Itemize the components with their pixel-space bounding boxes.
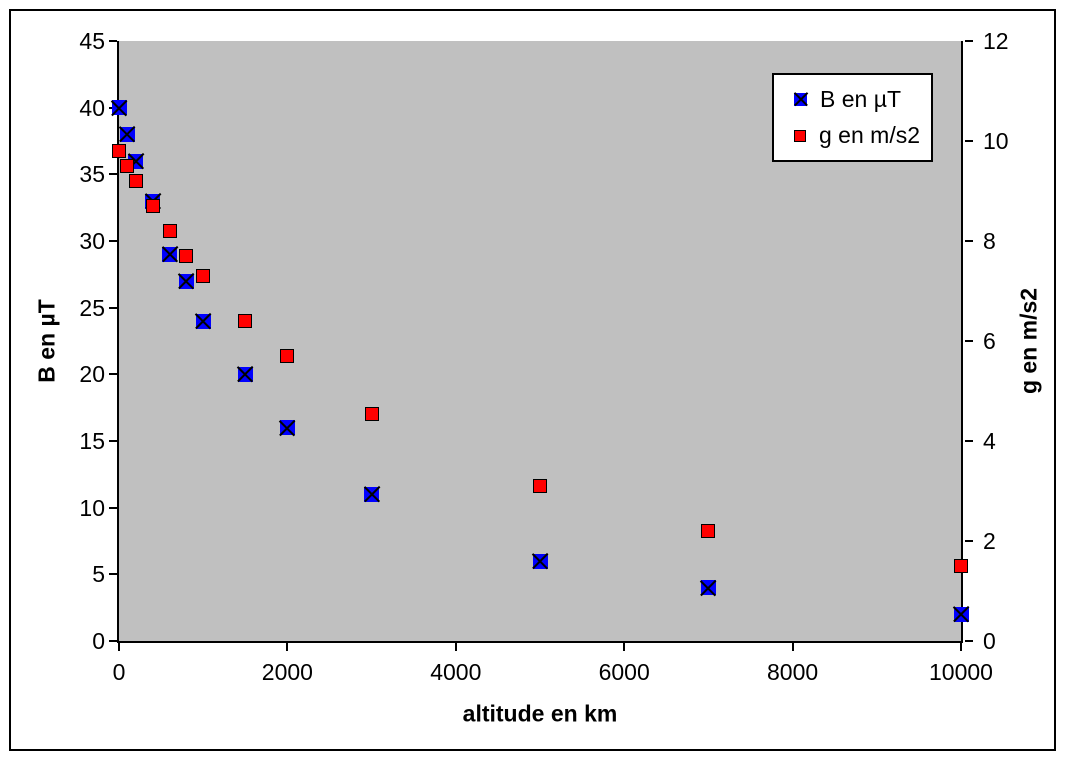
- y-axis-right-tick: [965, 640, 973, 642]
- y-axis-left-tick-label: 5: [92, 561, 105, 588]
- data-point-b: [195, 313, 211, 329]
- y-axis-right-tick: [965, 340, 973, 342]
- legend-label-b: B en µT: [820, 85, 902, 112]
- x-axis-tick: [960, 643, 962, 651]
- y-axis-left-tick-label: 0: [92, 628, 105, 654]
- x-axis-tick: [791, 643, 794, 651]
- y-axis-left-tick: [109, 640, 117, 642]
- data-point-g: [120, 159, 135, 173]
- data-point-g: [162, 224, 177, 238]
- data-point-g: [128, 174, 143, 188]
- y-axis-left-tick: [109, 173, 117, 176]
- legend-square-x-marker-icon: [794, 92, 807, 106]
- y-axis-left-tick-label: 20: [79, 361, 105, 388]
- chart-border: [9, 9, 1056, 751]
- x-axis-tick-label: 8000: [767, 659, 819, 685]
- data-point-b: [364, 486, 380, 502]
- data-point-g: [533, 479, 547, 493]
- y-axis-right-tick: [965, 240, 973, 242]
- y-axis-right-tick: [965, 440, 973, 442]
- y-axis-right-tick: [965, 40, 973, 42]
- y-axis-left-tick: [109, 573, 117, 576]
- y-axis-right-title: g en m/s2: [1015, 287, 1042, 395]
- x-axis-tick-label: 10000: [929, 659, 993, 685]
- legend-entry-b: B en µT: [794, 85, 931, 112]
- y-axis-left-tick: [109, 240, 117, 242]
- y-axis-left-tick-label: 10: [79, 494, 105, 521]
- data-point-g: [364, 406, 379, 421]
- data-point-b: [532, 553, 548, 569]
- y-axis-left-tick-label: 15: [79, 428, 105, 454]
- y-axis-right-tick-label: 0: [983, 628, 996, 654]
- y-axis-left-tick: [109, 373, 117, 376]
- y-axis-right-tick-label: 8: [983, 228, 996, 254]
- x-axis-tick-label: 0: [112, 659, 126, 685]
- data-point-g: [238, 314, 253, 328]
- legend-label-g: g en m/s2: [819, 122, 920, 149]
- y-axis-right-tick-label: 6: [983, 328, 996, 354]
- y-axis-left-tick: [109, 506, 117, 509]
- y-axis-left-tick: [109, 40, 117, 42]
- data-point-g: [954, 559, 968, 573]
- legend-entry-g: g en m/s2: [794, 124, 931, 147]
- x-axis-tick-label: 4000: [430, 659, 482, 685]
- y-axis-right-tick-label: 10: [983, 128, 1009, 154]
- data-point-b: [111, 100, 127, 116]
- y-axis-left-tick-label: 45: [79, 28, 105, 54]
- data-point-b: [119, 126, 135, 142]
- legend-square-marker-icon: [794, 129, 806, 142]
- y-axis-left-tick-label: 35: [79, 161, 105, 188]
- y-axis-right-tick-label: 4: [983, 428, 996, 454]
- data-point-g: [196, 269, 211, 283]
- y-axis-right-tick-label: 2: [983, 528, 996, 554]
- data-point-g: [145, 199, 160, 213]
- x-axis-tick-label: 2000: [261, 659, 313, 685]
- data-point-g: [112, 144, 126, 158]
- y-axis-right-tick: [965, 140, 973, 142]
- y-axis-left-tick-label: 25: [79, 294, 105, 321]
- y-axis-left-title: B en µT: [33, 299, 60, 383]
- x-axis-tick-label: 6000: [598, 659, 650, 685]
- data-point-b: [178, 273, 194, 289]
- y-axis-right-tick: [965, 540, 973, 542]
- y-axis-left-tick: [109, 306, 117, 309]
- legend: B en µT g en m/s2: [772, 73, 933, 162]
- data-point-b: [237, 366, 253, 382]
- x-axis-title: altitude en km: [462, 700, 618, 727]
- data-point-b: [279, 420, 295, 436]
- x-axis-tick: [454, 643, 457, 651]
- y-axis-left-tick-label: 40: [79, 94, 105, 121]
- y-axis-left-tick: [109, 440, 117, 442]
- x-axis-tick: [623, 643, 626, 651]
- data-point-b: [953, 606, 969, 622]
- x-axis-tick: [286, 643, 289, 651]
- data-point-g: [701, 524, 716, 538]
- data-point-b: [162, 246, 178, 262]
- y-axis-right-tick-label: 12: [983, 28, 1009, 54]
- x-axis-tick: [118, 643, 120, 651]
- y-axis-left-tick-label: 30: [79, 228, 105, 254]
- data-point-b: [700, 580, 716, 596]
- data-point-g: [179, 249, 194, 263]
- data-point-g: [280, 349, 295, 363]
